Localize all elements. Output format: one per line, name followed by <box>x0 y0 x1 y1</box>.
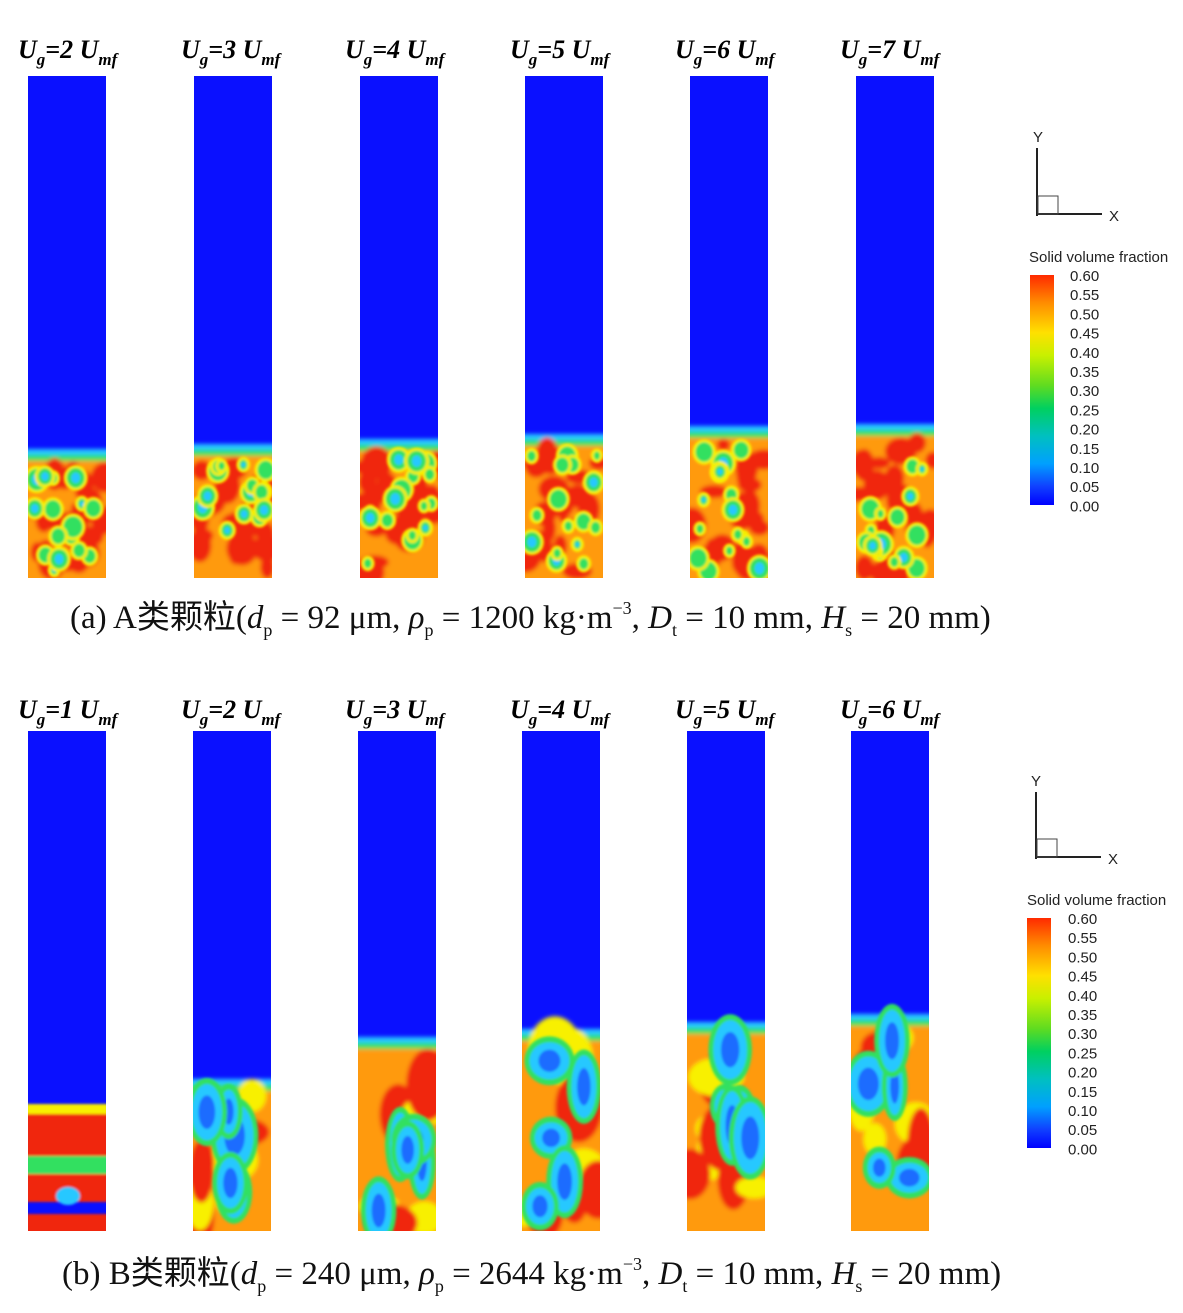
panel-b-caption: (b) B类颗粒(dp = 240 μm, ρp = 2644 kg·m−3, … <box>62 1254 1001 1296</box>
colorbar-b: Solid volume fraction 0.600.550.500.450.… <box>1027 892 1166 1158</box>
velocity-label: Ug=6 Umf <box>840 695 942 729</box>
colorbar-tick: 0.60 <box>1070 268 1099 285</box>
y-axis-label: Y <box>1031 773 1041 790</box>
panel-b-labels: Ug=1 Umf Ug=2 Umf Ug=3 Umf Ug=4 Umf Ug=5 Umf… <box>18 695 942 729</box>
colorbar-tick: 0.40 <box>1070 345 1099 362</box>
simulation-column <box>194 76 272 578</box>
simulation-column <box>193 731 271 1231</box>
simulation-column <box>690 76 768 578</box>
colorbar-tick: 0.50 <box>1068 949 1097 966</box>
axis-triad-a: Y X <box>1033 129 1119 225</box>
simulation-column <box>856 76 934 578</box>
panel-b-columns <box>28 731 929 1231</box>
panel-a-caption: (a) A类颗粒(dp = 92 μm, ρp = 1200 kg·m−3, D… <box>70 598 991 640</box>
colorbar-tick: 0.45 <box>1070 326 1099 343</box>
simulation-column <box>851 731 929 1231</box>
colorbar-gradient <box>1027 918 1051 1148</box>
velocity-label: Ug=7 Umf <box>840 35 942 69</box>
colorbar-tick: 0.00 <box>1070 498 1099 515</box>
velocity-label: Ug=3 Umf <box>345 695 447 729</box>
colorbar-tick: 0.10 <box>1068 1103 1097 1120</box>
velocity-label: Ug=5 Umf <box>510 35 612 69</box>
colorbar-tick: 0.20 <box>1070 422 1099 439</box>
colorbar-tick: 0.60 <box>1068 911 1097 928</box>
colorbar-tick: 0.25 <box>1070 402 1099 419</box>
simulation-column <box>28 731 106 1231</box>
colorbar-tick: 0.15 <box>1068 1084 1097 1101</box>
colorbar-tick: 0.30 <box>1070 383 1099 400</box>
simulation-column <box>522 731 600 1231</box>
simulation-column <box>525 76 603 578</box>
colorbar-tick: 0.05 <box>1070 479 1099 496</box>
z-axis-box <box>1037 195 1059 215</box>
colorbar-tick: 0.30 <box>1068 1026 1097 1043</box>
colorbar-ticks: 0.60 0.55 0.50 0.45 0.40 0.35 0.30 0.25 0.20 0.15… <box>1070 268 1099 515</box>
colorbar-tick: 0.40 <box>1068 988 1097 1005</box>
colorbar-tick: 0.55 <box>1068 930 1097 947</box>
colorbar-tick: 0.20 <box>1068 1065 1097 1082</box>
simulation-column <box>360 76 438 578</box>
velocity-label: Ug=2 Umf <box>181 695 283 729</box>
colorbar-tick: 0.35 <box>1068 1007 1097 1024</box>
colorbar-tick: 0.35 <box>1070 364 1099 381</box>
velocity-label: Ug=4 Umf <box>345 35 447 69</box>
x-axis-label: X <box>1109 208 1119 225</box>
colorbar-tick: 0.45 <box>1068 969 1097 986</box>
panel-a-labels: Ug=2 Umf Ug=3 Umf Ug=4 Umf Ug=5 Umf Ug=6 Umf… <box>18 35 942 69</box>
colorbar-tick: 0.25 <box>1068 1045 1097 1062</box>
colorbar-ticks: 0.60 0.55 0.50 0.45 0.40 0.35 0.30 0.25 0.20 0.15… <box>1068 911 1097 1158</box>
velocity-label: Ug=5 Umf <box>675 695 777 729</box>
colorbar-tick: 0.55 <box>1070 287 1099 304</box>
simulation-column <box>358 731 436 1231</box>
colorbar-tick: 0.10 <box>1070 460 1099 477</box>
y-axis-label: Y <box>1033 129 1043 146</box>
panel-a-columns <box>28 76 934 578</box>
velocity-label: Ug=2 Umf <box>18 35 120 69</box>
axis-triad-b: Y X <box>1031 773 1118 868</box>
colorbar-gradient <box>1030 275 1054 505</box>
velocity-label: Ug=3 Umf <box>181 35 283 69</box>
velocity-label: Ug=4 Umf <box>510 695 612 729</box>
velocity-label: Ug=6 Umf <box>675 35 777 69</box>
colorbar-a: Solid volume fraction 0.600.550.500.450.… <box>1029 249 1168 515</box>
colorbar-title: Solid volume fraction <box>1029 249 1168 266</box>
simulation-column <box>687 731 765 1231</box>
z-axis-box <box>1036 838 1058 858</box>
colorbar-title: Solid volume fraction <box>1027 892 1166 909</box>
colorbar-tick: 0.50 <box>1070 306 1099 323</box>
colorbar-tick: 0.05 <box>1068 1122 1097 1139</box>
velocity-label: Ug=1 Umf <box>18 695 120 729</box>
x-axis-label: X <box>1108 851 1118 868</box>
simulation-column <box>28 76 106 578</box>
colorbar-tick: 0.15 <box>1070 441 1099 458</box>
colorbar-tick: 0.00 <box>1068 1141 1097 1158</box>
